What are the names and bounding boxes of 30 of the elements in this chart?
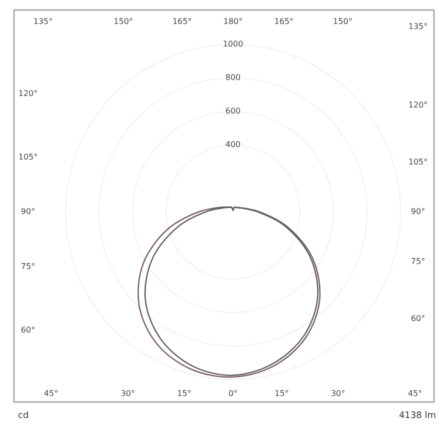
spoke-label: 120° <box>18 88 38 98</box>
spoke-label: 0° <box>228 389 238 398</box>
spoke-label: 165° <box>274 17 294 26</box>
spoke-label: 60° <box>410 314 426 323</box>
spoke-label: 150° <box>114 17 133 26</box>
spoke-label: 75° <box>410 256 426 266</box>
spoke-label: 90° <box>410 207 426 216</box>
spoke-label: 90° <box>20 207 36 216</box>
spoke-label: 180° <box>223 17 243 26</box>
text: cd <box>18 411 29 421</box>
spoke-label: 135° <box>33 17 53 26</box>
spoke-label: 45° <box>44 389 58 398</box>
y-tick-label: 400 <box>225 140 241 150</box>
spoke-label: 45° <box>408 389 422 398</box>
spoke-label: 135° <box>408 22 428 32</box>
spoke-label: 15° <box>274 389 289 398</box>
spoke-label: 75° <box>20 262 36 272</box>
y-tick-label: 1000 <box>222 40 244 49</box>
spoke-label: 150° <box>333 17 352 26</box>
spoke-label: 30° <box>120 389 136 398</box>
spoke-label: 165° <box>172 17 192 26</box>
spoke-label: 105° <box>18 152 38 162</box>
y-tick-label: 600 <box>225 106 241 116</box>
spoke-label: 105° <box>408 158 428 167</box>
text: 4138 lm <box>398 411 436 421</box>
spoke-label: 30° <box>330 389 346 398</box>
spoke-label: 120° <box>408 100 428 110</box>
y-tick-label: 800 <box>225 73 241 82</box>
spoke-label: 60° <box>20 326 36 335</box>
spoke-label: 15° <box>177 389 192 398</box>
